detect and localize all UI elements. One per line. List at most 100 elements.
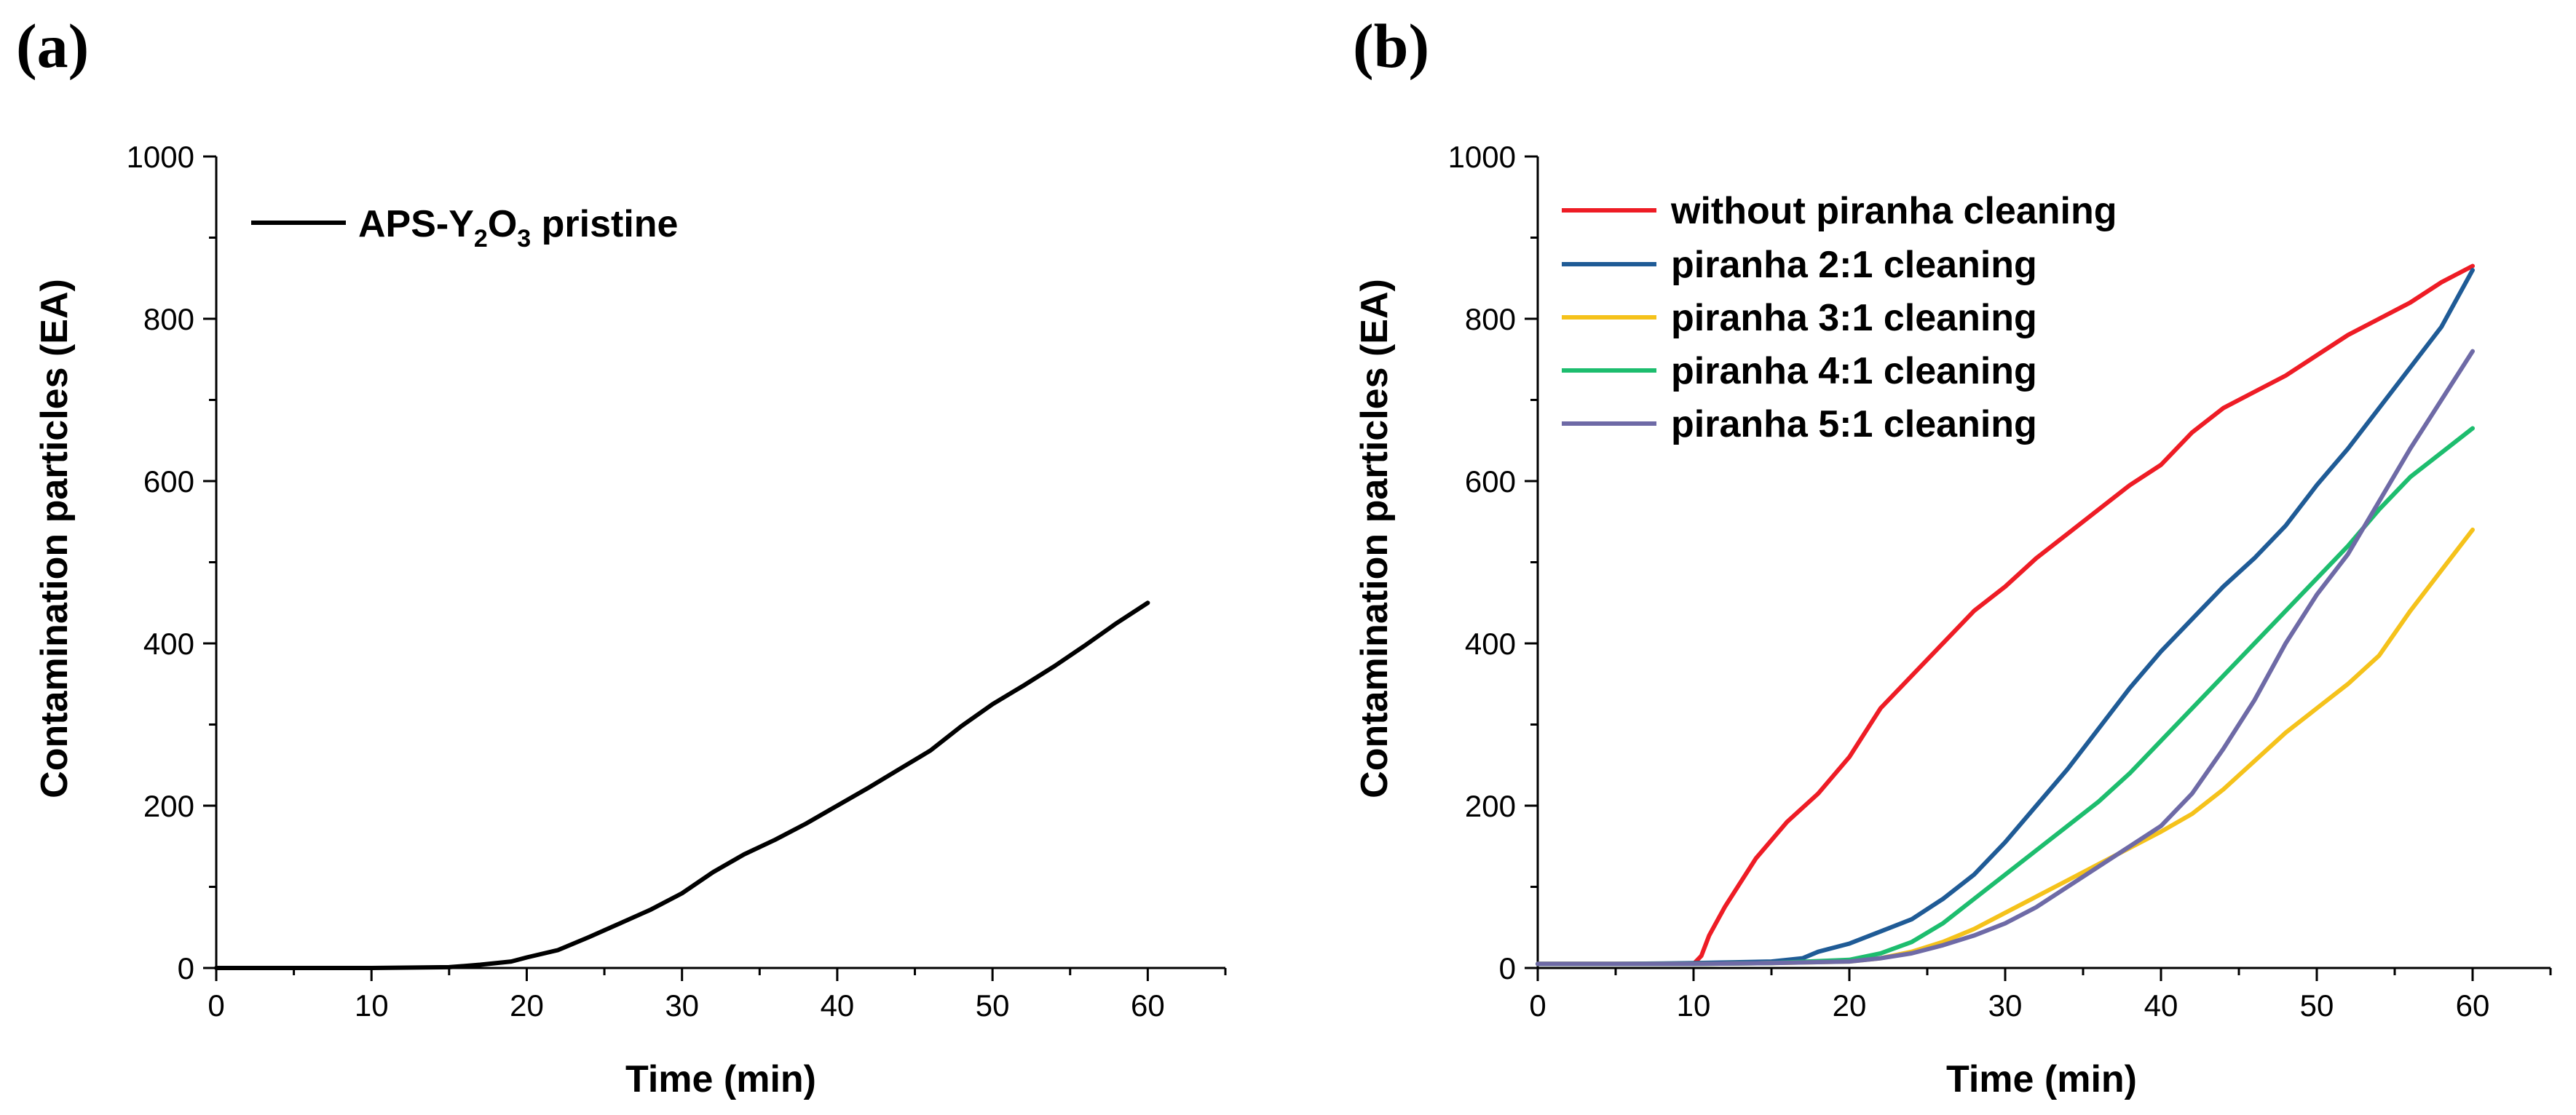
panel-b-series-1-point — [2439, 325, 2443, 329]
panel-b-series-1-point — [2346, 446, 2350, 451]
panel-b-series-1-point — [1847, 942, 1852, 946]
panel-b-series-4-point — [2346, 552, 2350, 556]
panel-a-y-tick-label: 400 — [143, 627, 194, 661]
panel-b-series-0-point — [2034, 556, 2039, 560]
panel-b-series-0-point — [2252, 389, 2256, 394]
panel-a-series-0-point — [478, 963, 482, 967]
panel-a-series-0-point — [742, 852, 746, 857]
panel-a-y-tick-label: 0 — [178, 951, 194, 985]
panel-b-label: (b) — [1353, 11, 1429, 81]
panel-b-series-0-point — [1723, 905, 1727, 909]
panel-a-series-0-point — [928, 748, 933, 753]
panel-b-series-3-point — [2439, 451, 2443, 455]
panel-b-y-tick-label: 400 — [1465, 627, 1516, 661]
panel-b-series-2-point — [2315, 706, 2319, 710]
panel-b-series-3-point — [2127, 771, 2132, 775]
panel-a-series-0-point — [369, 966, 374, 970]
panel-a-x-tick-label: 20 — [510, 988, 544, 1023]
panel-a-series-0-point — [835, 803, 839, 808]
panel-b-series-2-point — [2252, 759, 2256, 763]
panel-b-series-4-point — [2439, 398, 2443, 402]
panel-b-x-tick-label: 10 — [1677, 988, 1711, 1023]
panel-b-series-3-point — [2408, 475, 2412, 479]
panel-a-x-tick-label: 40 — [821, 988, 855, 1023]
panel-b-series-2-point — [2346, 682, 2350, 686]
panel-b-series-4-point — [2470, 349, 2475, 354]
panel-b-series-1-point — [2408, 365, 2412, 370]
panel-b-series-4-point — [1847, 959, 1852, 964]
panel-b-legend-label-0: without piranha cleaning — [1670, 190, 2117, 232]
legend-part-subscript-2: 2 — [474, 225, 488, 253]
panel-b-series-0-point — [2377, 317, 2382, 321]
panel-b-series-1-point — [2190, 617, 2194, 622]
panel-b-series-3-point — [2252, 641, 2256, 646]
panel-b-legend: without piranha cleaning piranha 2:1 cle… — [1562, 190, 2117, 445]
panel-b-series-0-point — [2439, 280, 2443, 285]
panel-b-series-2-point — [2066, 878, 2070, 883]
panel-b-x-tick-label: 40 — [2144, 988, 2178, 1023]
panel-b-series-4-point — [2034, 905, 2039, 909]
panel-b-series-0-point — [2003, 584, 2007, 589]
panel-b-series-4-point — [2003, 921, 2007, 926]
panel-b-x-tick-label: 0 — [1529, 988, 1546, 1023]
panel-b-series-0-point — [1785, 820, 1789, 824]
legend-part-o: O — [488, 203, 517, 245]
panel-b-series-2-point — [2221, 787, 2226, 792]
panel-b-series-1-point — [2252, 556, 2256, 560]
panel-a-series-0-point — [447, 965, 451, 969]
panel-a-x-tick-label: 50 — [976, 988, 1010, 1023]
panel-a-x-tick-label: 60 — [1131, 988, 1165, 1023]
panel-b-series-3-point — [1910, 940, 1914, 944]
panel-b-series-2-point — [2003, 910, 2007, 915]
panel-a-series-0-point — [773, 838, 778, 842]
panel-b-series-2-point — [1972, 926, 1976, 931]
panel-b-x-tick-label: 60 — [2456, 988, 2490, 1023]
panel-a-y-axis-title: Contamination particles (EA) — [33, 279, 76, 798]
panel-b-series-0-point — [2346, 333, 2350, 337]
legend-part-pristine: pristine — [531, 203, 678, 245]
panel-b-series-1-point — [2283, 523, 2288, 528]
panel-b-series-0-point — [2066, 531, 2070, 536]
panel-b-series-2-point — [2408, 608, 2412, 613]
panel-b-series-4-point — [2283, 641, 2288, 646]
panel-b-series-2-point — [2470, 528, 2475, 532]
panel-b-series-4-point — [1613, 961, 1618, 966]
panel-b-series-0-point — [1940, 641, 1945, 646]
panel-b-series-4-point — [1769, 961, 1774, 965]
panel-b-series-2-point — [2439, 568, 2443, 573]
panel-a-x-tick-label: 0 — [208, 988, 224, 1023]
panel-b-series-3-point — [2315, 576, 2319, 581]
panel-b-legend-label-3: piranha 4:1 cleaning — [1671, 350, 2037, 392]
panel-b-series-3-point — [2066, 824, 2070, 828]
panel-b-series-1-point — [2034, 803, 2039, 808]
panel-a-series-0-point — [866, 785, 871, 790]
panel-b-series-4-point — [2190, 791, 2194, 795]
legend-part-subscript-3: 3 — [517, 225, 531, 253]
panel-b-series-3-point — [1972, 897, 1976, 901]
panel-b-series-4-point — [1691, 961, 1696, 966]
panel-b-y-tick-label: 200 — [1465, 789, 1516, 823]
panel-b-series-4-point — [2252, 698, 2256, 702]
panel-b-x-tick-label: 20 — [1833, 988, 1867, 1023]
panel-b-series-3-point — [2003, 873, 2007, 877]
panel-b-series-1-point — [2096, 726, 2101, 731]
panel-b-series-0-point — [2127, 483, 2132, 488]
panel-b-series-4-point — [1940, 943, 1945, 948]
panel-b-series-1-point — [1816, 950, 1820, 954]
panel-b-series-1-point — [2377, 406, 2382, 410]
panel-b-series-1-point — [2127, 686, 2132, 690]
panel-b-series-4-point — [1878, 956, 1883, 961]
panel-a-series-0-point — [990, 702, 995, 707]
panel-b-series-4-point — [2315, 592, 2319, 597]
panel-b-series-0-point — [1699, 953, 1704, 958]
panel-b-series-1-point — [2066, 767, 2070, 771]
panel-b-x-axis-title: Time (min) — [1946, 1058, 2137, 1100]
panel-a-y-tick-label: 800 — [143, 302, 194, 336]
panel-b-series-4-point — [1972, 933, 1976, 937]
panel-b-series-0-point — [1754, 856, 1758, 860]
panel-b-series-1-point — [2003, 840, 2007, 844]
panel-a-series-0-point — [1115, 621, 1119, 625]
